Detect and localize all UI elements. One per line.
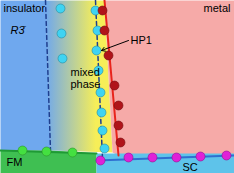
svg-text:SC: SC [183,161,198,173]
svg-text:FM: FM [7,156,23,168]
svg-text:metal: metal [204,2,231,14]
svg-text:insulator: insulator [4,2,46,14]
svg-text:HP1: HP1 [131,34,152,46]
svg-text:R3̄: R3̄ [11,24,27,36]
svg-text:mixedphase: mixedphase [71,66,101,90]
